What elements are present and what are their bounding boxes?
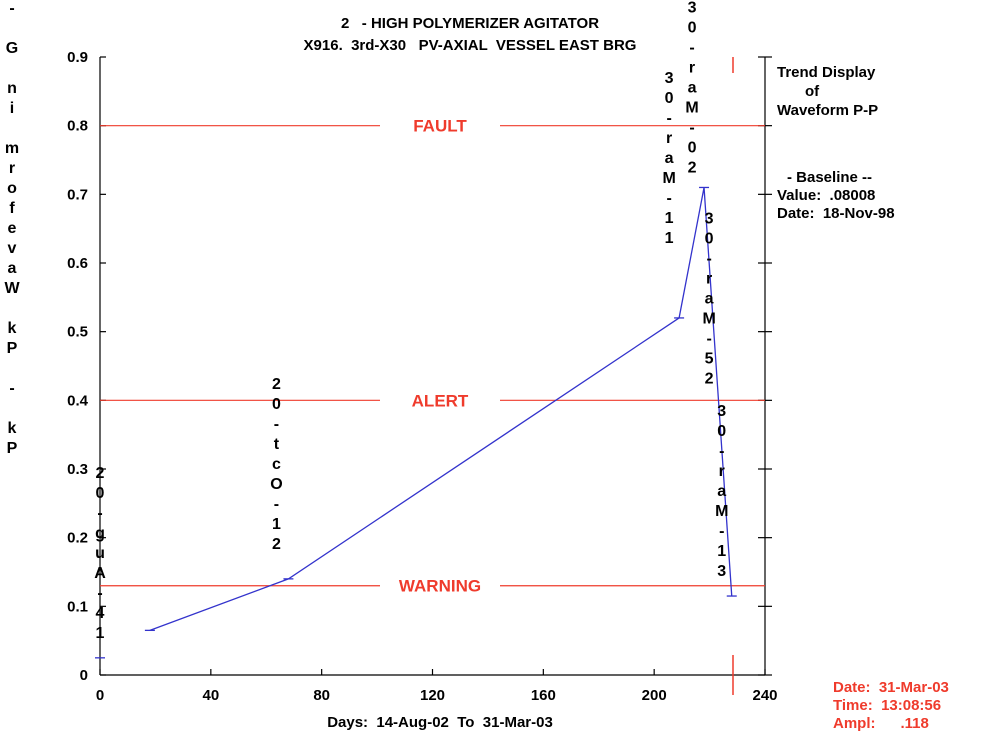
x-tick-label-1: 40 xyxy=(202,687,219,704)
x-tick-label-4: 160 xyxy=(531,687,556,704)
threshold-label-2: WARNING xyxy=(399,577,481,596)
x-tick-label-6: 240 xyxy=(752,687,777,704)
y-tick-label-9: 0.9 xyxy=(67,49,88,66)
threshold-label-0: FAULT xyxy=(413,117,467,136)
baseline-value: Value: .08008 xyxy=(777,187,875,204)
threshold-label-1: ALERT xyxy=(412,391,469,410)
y-tick-label-1: 0.1 xyxy=(67,598,88,615)
status-block: Date: 31-Mar-03 Time: 13:08:56 Ampl: .11… xyxy=(833,679,949,732)
right-axis-ticks xyxy=(758,56,772,676)
x-axis-label: Days: 14-Aug-02 To 31-Mar-03 xyxy=(327,714,553,731)
y-tick-label-4: 0.4 xyxy=(67,392,89,409)
x-tick-label-2: 80 xyxy=(313,687,330,704)
x-axis-ticks: 0 40 80 120 160 200 240 xyxy=(96,669,778,704)
y-tick-label-5: 0.5 xyxy=(67,324,88,341)
side-panel: Trend Display of Waveform P-P - Baseline… xyxy=(777,64,895,222)
status-date: Date: 31-Mar-03 xyxy=(833,679,949,696)
side-heading-line3: Waveform P-P xyxy=(777,102,878,119)
baseline-title: - Baseline -- xyxy=(787,169,872,186)
point-label-5: 3 0 -r a M -1 3 xyxy=(715,403,728,580)
status-time: Time: 13:08:56 xyxy=(833,697,941,714)
point-label-3: 3 0 -r a M -0 2 xyxy=(685,0,698,176)
y-tick-label-2: 0.2 xyxy=(67,530,88,547)
y-tick-label-6: 0.6 xyxy=(67,255,88,272)
series-group xyxy=(95,186,737,659)
point-label-1: 2 0 -t c O -1 2 xyxy=(270,376,282,553)
y-tick-label-7: 0.7 xyxy=(67,186,88,203)
x-tick-label-3: 120 xyxy=(420,687,445,704)
baseline-date: Date: 18-Nov-98 xyxy=(777,205,895,222)
point-label-4: 3 0 -r a M -5 2 xyxy=(702,210,715,387)
point-label-group: 2 0 -g u A -4 1 2 0 -t c O -1 2 3 0 -r a M -1 1 3 0 -r a M -0 2 3 0 -r… xyxy=(94,0,728,642)
y-tick-label-3: 0.3 xyxy=(67,461,88,478)
side-heading-line1: Trend Display xyxy=(777,64,876,81)
side-heading-line2: of xyxy=(805,83,820,100)
y-tick-label-8: 0.8 xyxy=(67,118,88,135)
chart-title-line2: X916. 3rd-X30 PV-AXIAL VESSEL EAST BRG xyxy=(304,37,637,54)
threshold-lines: FAULT ALERT WARNING xyxy=(100,117,765,596)
y-tick-label-0: 0 xyxy=(80,667,88,684)
x-tick-label-0: 0 xyxy=(96,687,104,704)
point-label-0: 2 0 -g u A -4 1 xyxy=(94,465,106,642)
point-label-2: 3 0 -r a M -1 1 xyxy=(662,70,675,247)
x-tick-label-5: 200 xyxy=(642,687,667,704)
status-ampl: Ampl: .118 xyxy=(833,715,929,732)
chart-title-line1: 2 - HIGH POLYMERIZER AGITATOR xyxy=(341,15,599,32)
